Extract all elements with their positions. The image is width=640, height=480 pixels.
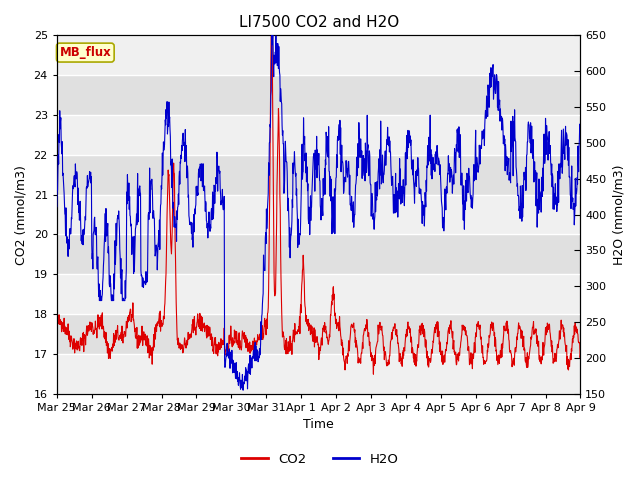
Bar <box>57 314 580 354</box>
Bar <box>57 354 580 394</box>
Title: LI7500 CO2 and H2O: LI7500 CO2 and H2O <box>239 15 399 30</box>
Text: MB_flux: MB_flux <box>60 46 111 59</box>
Legend: CO2, H2O: CO2, H2O <box>236 447 404 471</box>
Y-axis label: CO2 (mmol/m3): CO2 (mmol/m3) <box>15 165 28 264</box>
X-axis label: Time: Time <box>303 419 334 432</box>
Bar <box>57 275 580 314</box>
Bar <box>57 75 580 115</box>
Bar <box>57 235 580 275</box>
Bar <box>57 36 580 75</box>
Y-axis label: H2O (mmol/m3): H2O (mmol/m3) <box>612 164 625 265</box>
Bar <box>57 155 580 195</box>
Bar <box>57 115 580 155</box>
Bar <box>57 195 580 235</box>
